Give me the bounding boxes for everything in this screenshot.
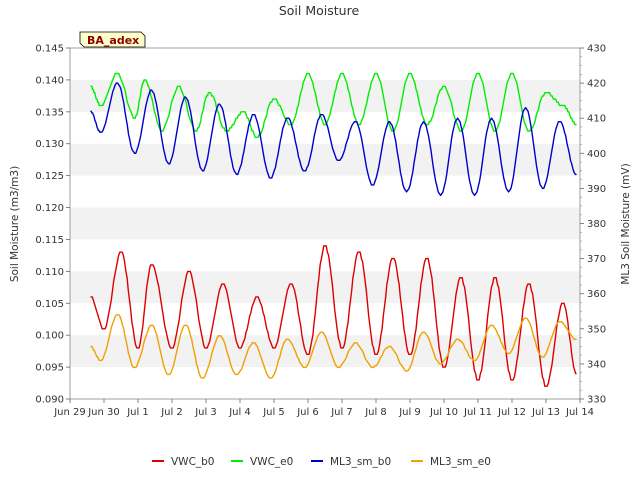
y-axis-left-label: Soil Moisture (m3/m3) (9, 166, 21, 282)
site-badge-box (79, 31, 146, 48)
x-tick-label: Jul 13 (531, 407, 560, 418)
y-left-tick-label: 0.135 (35, 107, 64, 118)
series-line-VWC_e0 (90, 72, 577, 138)
y-left-tick-label: 0.095 (35, 363, 64, 374)
x-tick-label: Jul 11 (463, 407, 492, 418)
series-line-ML3_sm_e0 (90, 314, 577, 379)
y-left-tick-label: 0.125 (35, 171, 64, 182)
y-right-tick-label: 420 (587, 79, 606, 90)
grid-band (70, 143, 580, 176)
grid-band (70, 79, 580, 112)
y-right-tick-label: 350 (587, 324, 606, 335)
series-line-ML3_sm_b0 (90, 82, 577, 197)
x-tick-label: Jul 1 (126, 407, 149, 418)
site-badge: BA_adex (79, 31, 146, 48)
x-tick-label: Jul 2 (160, 407, 183, 418)
y-right-tick-label: 330 (587, 395, 606, 406)
x-tick-label: Jul 10 (429, 407, 458, 418)
y-axis-right-label: ML3 Soil Moisture (mV) (620, 163, 632, 284)
y-left-tick-label: 0.130 (35, 139, 64, 150)
x-tick-label: Jul 9 (398, 407, 421, 418)
y-left-tick-label: 0.145 (35, 44, 64, 55)
y-right-tick-label: 410 (587, 114, 606, 125)
y-axis-right: 330 340 350 360 370 380 390 400 410 420 430 (580, 44, 606, 406)
grid-band (70, 271, 580, 304)
x-tick-label: Jul 3 (194, 407, 217, 418)
y-right-tick-label: 400 (587, 149, 606, 160)
y-left-tick-label: 0.105 (35, 299, 64, 310)
x-tick-label: Jun 30 (87, 407, 120, 418)
legend-label-VWC_e0: VWC_e0 (250, 456, 293, 468)
x-tick-label: Jun 29 (53, 407, 86, 418)
x-tick-label: Jul 14 (565, 407, 594, 418)
y-right-tick-label: 390 (587, 184, 606, 195)
y-right-tick-label: 340 (587, 359, 606, 370)
y-left-tick-label: 0.110 (35, 267, 64, 278)
grid-band (70, 335, 580, 368)
y-right-tick-label: 430 (587, 44, 606, 55)
series-lines (90, 72, 577, 387)
y-axis-left: 0.090 0.095 0.100 0.105 0.110 0.115 0.120 0.125… (35, 44, 70, 406)
series-line-VWC_b0 (90, 245, 577, 387)
legend: VWC_b0 VWC_e0 ML3_sm_b0 ML3_sm_e0 (152, 456, 491, 468)
chart-title: Soil Moisture (279, 3, 360, 18)
y-left-tick-label: 0.115 (35, 235, 64, 246)
x-tick-label: Jul 8 (364, 407, 387, 418)
y-right-tick-label: 360 (587, 289, 606, 300)
x-tick-label: Jul 4 (228, 407, 251, 418)
y-right-tick-label: 380 (587, 219, 606, 230)
y-left-tick-label: 0.140 (35, 75, 64, 86)
site-badge-label: BA_adex (87, 34, 139, 47)
x-tick-label: Jul 5 (262, 407, 285, 418)
x-tick-label: Jul 7 (330, 407, 353, 418)
legend-label-ML3_sm_e0: ML3_sm_e0 (430, 456, 491, 468)
y-left-tick-label: 0.100 (35, 331, 64, 342)
legend-label-ML3_sm_b0: ML3_sm_b0 (330, 456, 391, 468)
y-left-tick-label: 0.120 (35, 203, 64, 214)
x-tick-label: Jul 6 (296, 407, 319, 418)
grid-band (70, 207, 580, 240)
legend-label-VWC_b0: VWC_b0 (171, 456, 215, 468)
x-axis: Jun 29 Jun 30 Jul 1 Jul 2 Jul 3 Jul 4 Jul 5 Jul… (53, 399, 594, 418)
x-tick-label: Jul 12 (497, 407, 526, 418)
y-right-tick-label: 370 (587, 254, 606, 265)
y-left-tick-label: 0.090 (35, 395, 64, 406)
